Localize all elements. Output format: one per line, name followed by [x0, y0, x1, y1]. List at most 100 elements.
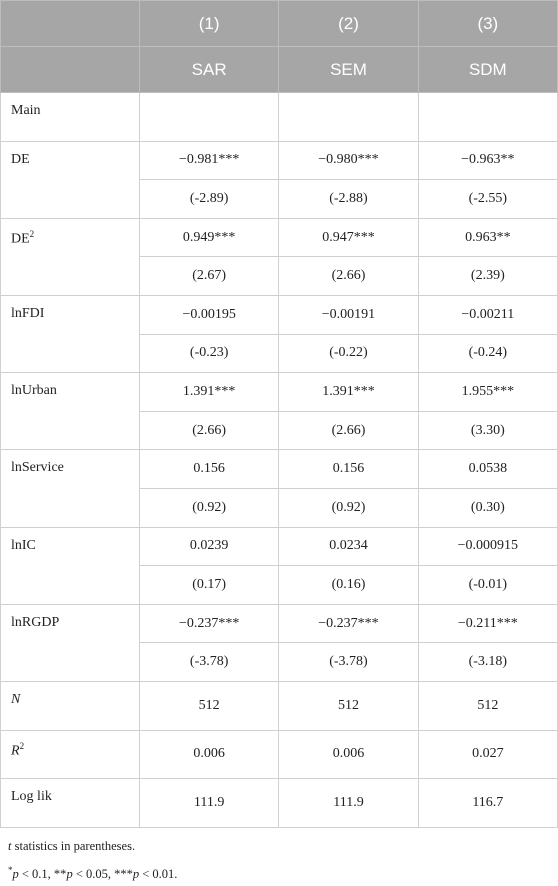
- coef-row: lnFDI −0.00195 −0.00191 −0.00211: [0, 294, 558, 374]
- row-label: lnService: [0, 449, 140, 528]
- t-statistic: (0.30): [417, 487, 558, 528]
- t-statistic: (-0.01): [417, 565, 558, 605]
- t-statistic: (-2.55): [417, 179, 558, 219]
- t-statistic: (0.92): [138, 487, 280, 528]
- footnotes: t statistics in parentheses. *p < 0.1, **…: [0, 834, 558, 886]
- coef-row: lnRGDP −0.237*** −0.237*** −0.211***: [0, 603, 558, 682]
- header-row: (1) (2) (3): [0, 0, 558, 47]
- t-statistic: (0.17): [138, 565, 280, 605]
- footnote-text: statistics in parentheses.: [11, 838, 136, 853]
- coef-row: lnService 0.156 0.156 0.0538: [0, 449, 558, 528]
- label-text: lnService: [11, 460, 64, 476]
- t-statistic: (-3.78): [138, 642, 280, 682]
- row-label: lnIC: [0, 526, 140, 605]
- stat-value: 512: [138, 680, 280, 731]
- t-statistic: (2.66): [278, 410, 419, 451]
- table-body: Main DE −0.981*** −0.980*** −0.963** (-2.89)(…: [0, 92, 558, 828]
- stat-row: N 512 512 512: [0, 680, 558, 731]
- coefficient: −0.981***: [138, 140, 280, 181]
- stat-value: 0.027: [417, 729, 558, 780]
- t-statistic: (2.66): [138, 410, 280, 451]
- label-text: lnRGDP: [11, 614, 60, 630]
- coefficient: −0.00191: [278, 294, 419, 335]
- coefficient: −0.237***: [278, 603, 419, 644]
- header-cell: (2): [278, 0, 419, 47]
- label-superscript: 2: [19, 740, 25, 751]
- header-cell: SDM: [417, 46, 558, 93]
- empty-cell: [417, 92, 558, 142]
- coefficient: −0.000915: [417, 526, 558, 567]
- row-label: lnFDI: [0, 294, 140, 374]
- header-cell: [0, 46, 140, 93]
- t-stat-row: (-3.78) (-3.78) (-3.18): [1, 642, 558, 682]
- empty-cell: [138, 92, 280, 142]
- row-label: DE2: [0, 217, 140, 296]
- label-text: lnUrban: [11, 383, 57, 399]
- t-statistic: (-2.88): [278, 179, 419, 219]
- row-label: DE: [0, 140, 140, 219]
- stat-row: Log lik 111.9 111.9 116.7: [0, 778, 558, 828]
- t-stat-row: (0.17) (0.16) (-0.01): [1, 565, 558, 605]
- t-stat-row: (-0.23) (-0.22) (-0.24): [1, 333, 558, 374]
- row-label: Main: [0, 92, 140, 142]
- header-cell: SEM: [278, 46, 419, 93]
- t-stat-row: (2.67) (2.66) (2.39): [1, 256, 558, 296]
- t-statistic: (-2.89): [138, 179, 280, 219]
- coefficient: 1.391***: [278, 372, 419, 412]
- stat-value: 0.006: [138, 729, 280, 780]
- t-statistic: (2.67): [138, 256, 280, 296]
- header-cell: [0, 0, 140, 47]
- label-text: DE: [11, 151, 30, 167]
- header-cell: SAR: [138, 46, 280, 93]
- t-stat-row: (0.92) (0.92) (0.30): [1, 487, 558, 528]
- t-statistic: (0.92): [278, 487, 419, 528]
- row-label: N: [0, 680, 140, 731]
- coef-row: lnIC 0.0239 0.0234 −0.000915: [0, 526, 558, 605]
- t-statistic: (3.30): [417, 410, 558, 451]
- t-statistic: (-0.22): [278, 333, 419, 374]
- t-statistic: (-3.18): [417, 642, 558, 682]
- header-cell: (1): [138, 0, 280, 47]
- table-header: (1) (2) (3) SAR SEM SDM: [0, 0, 558, 93]
- stat-row: R2 0.006 0.006 0.027: [0, 729, 558, 780]
- coefficient: 0.947***: [278, 217, 419, 258]
- coefficient: −0.00195: [138, 294, 280, 335]
- stat-value: 111.9: [278, 778, 419, 828]
- coefficient: 0.0538: [417, 449, 558, 489]
- label-text: R: [11, 743, 20, 759]
- t-stat-row: (-2.89) (-2.88) (-2.55): [1, 179, 558, 219]
- coefficient: −0.237***: [138, 603, 280, 644]
- footnote-text: < 0.01.: [139, 866, 178, 881]
- t-statistic: (2.39): [417, 256, 558, 296]
- coefficient: 1.391***: [138, 372, 280, 412]
- row-label: R2: [0, 729, 140, 780]
- t-statistic: (0.16): [278, 565, 419, 605]
- coefficient: 0.0234: [278, 526, 419, 567]
- t-stat-row: (2.66) (2.66) (3.30): [1, 410, 558, 451]
- header-cell: (3): [417, 0, 558, 47]
- coefficient: 0.156: [138, 449, 280, 489]
- label-text: N: [11, 691, 21, 707]
- stat-row: Main: [0, 92, 558, 142]
- footnote: t statistics in parentheses.: [8, 834, 558, 858]
- label-text: lnIC: [11, 537, 36, 553]
- coefficient: 1.955***: [417, 372, 558, 412]
- coefficient: −0.980***: [278, 140, 419, 181]
- coefficient: −0.963**: [417, 140, 558, 181]
- t-statistic: (2.66): [278, 256, 419, 296]
- label-superscript: 2: [29, 228, 35, 239]
- coefficient: 0.963**: [417, 217, 558, 258]
- label-text: lnFDI: [11, 305, 45, 321]
- footnote-text: < 0.1, **: [18, 866, 67, 881]
- header-row: SAR SEM SDM: [0, 46, 558, 93]
- coefficient: 0.0239: [138, 526, 280, 567]
- stat-value: 111.9: [138, 778, 280, 828]
- row-label: lnUrban: [0, 372, 140, 451]
- footnote-text: < 0.05, ***: [72, 866, 133, 881]
- stat-value: 512: [278, 680, 419, 731]
- coefficient: −0.00211: [417, 294, 558, 335]
- empty-cell: [278, 92, 419, 142]
- row-label: Log lik: [0, 778, 140, 828]
- results-table: (1) (2) (3) SAR SEM SDM Main DE −0.981*** −0.98…: [0, 0, 558, 828]
